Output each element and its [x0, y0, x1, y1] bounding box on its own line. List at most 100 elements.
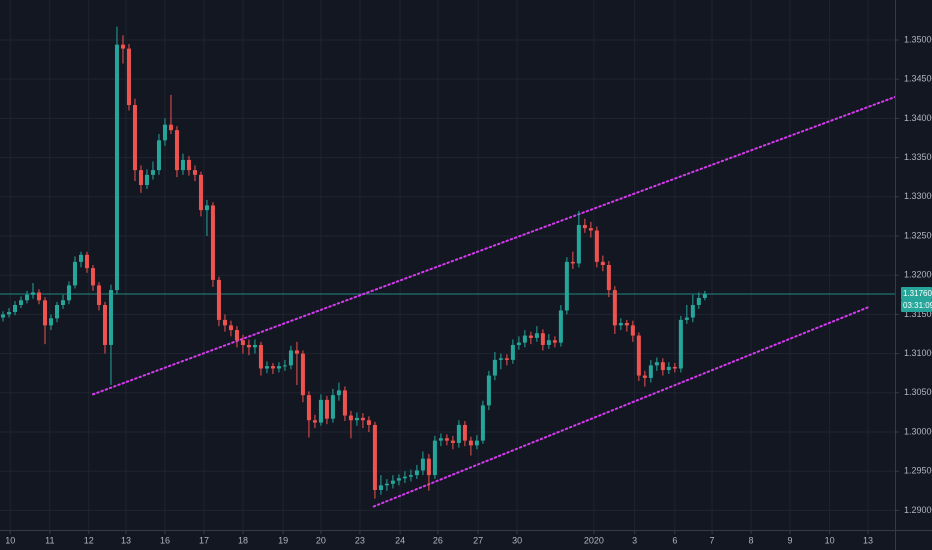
candle-body: [78, 254, 83, 262]
candle-body: [204, 205, 209, 211]
candle-body: [72, 261, 77, 286]
candle-body: [480, 405, 485, 441]
x-tick-label: 3: [632, 535, 637, 545]
candle-body: [528, 335, 533, 338]
candle-body: [636, 335, 641, 376]
candle-body: [660, 362, 665, 371]
last-price-label: 1.31760: [903, 289, 932, 298]
candle-body: [384, 483, 389, 486]
y-tick-label: 1.34500: [904, 74, 932, 84]
candle-body: [90, 268, 95, 286]
y-tick-label: 1.32500: [904, 230, 932, 240]
last-price-box: [901, 287, 932, 301]
candle-body: [264, 366, 269, 369]
candle-body: [258, 344, 263, 369]
candle-body: [120, 44, 125, 49]
candle-body: [330, 395, 335, 419]
x-tick-label: 8: [749, 535, 754, 545]
candle-body: [474, 440, 479, 446]
candle-body: [162, 124, 167, 141]
y-tick-label: 1.30000: [904, 426, 932, 436]
candle-body: [372, 424, 377, 491]
candle-body: [564, 261, 569, 311]
candle-body: [510, 344, 515, 360]
candle-body: [540, 333, 545, 345]
candle-body: [426, 458, 431, 476]
candle-body: [174, 130, 179, 171]
candle-body: [60, 300, 65, 305]
candle-body: [558, 310, 563, 343]
candle-body: [150, 170, 155, 175]
candle-body: [0, 314, 5, 318]
candle-body: [282, 365, 287, 367]
candle-body: [546, 340, 551, 345]
candle-body: [450, 440, 455, 443]
trendline: [91, 95, 895, 396]
candle-body: [246, 344, 251, 348]
candle-body: [366, 420, 371, 425]
axes: 1.29000 1.29500 1.30000 1.30500 1.31000 1.315…: [5, 34, 932, 545]
candle-body: [360, 417, 365, 421]
x-tick-label: 18: [238, 535, 248, 545]
candle-body: [414, 470, 419, 476]
y-tick-label: 1.32000: [904, 270, 932, 280]
candle-body: [522, 335, 527, 343]
candle-body: [456, 424, 461, 443]
candle-body: [132, 105, 137, 171]
candle-body: [492, 359, 497, 376]
candle-body: [552, 340, 557, 343]
candle-body: [582, 225, 587, 229]
candle-body: [702, 294, 707, 298]
y-tick-label: 1.33000: [904, 191, 932, 201]
candle-body: [270, 366, 275, 369]
candle-body: [222, 319, 227, 326]
y-tick-label: 1.29500: [904, 466, 932, 476]
candle-body: [306, 395, 311, 421]
candle-body: [354, 417, 359, 421]
candle-body: [144, 174, 149, 186]
candle-body: [462, 424, 467, 441]
candle-body: [252, 344, 257, 348]
countdown-label: 03:31:09: [903, 301, 932, 310]
candle-body: [66, 285, 71, 301]
candle-body: [24, 294, 29, 301]
x-tick-label: 13: [863, 535, 873, 545]
countdown-box: [901, 300, 932, 313]
candle-body: [504, 358, 509, 360]
candle-body: [48, 318, 53, 326]
candle-body: [240, 340, 245, 345]
candle-body: [612, 290, 617, 326]
plot-area: [0, 26, 895, 508]
candle-body: [600, 261, 605, 265]
candle-body: [54, 304, 59, 319]
candle-body: [276, 366, 281, 369]
x-tick-label: 23: [355, 535, 365, 545]
grid: [0, 0, 895, 530]
y-tick-label: 1.34000: [904, 113, 932, 123]
x-tick-label: 6: [672, 535, 677, 545]
candle-body: [342, 390, 347, 416]
candle-body: [168, 124, 173, 131]
candle-body: [36, 292, 41, 301]
candle-body: [678, 319, 683, 369]
candle-body: [336, 390, 341, 396]
candle-body: [216, 279, 221, 320]
y-tick-label: 1.30500: [904, 387, 932, 397]
candle-body: [30, 292, 35, 295]
candle-body: [324, 399, 329, 419]
candle-body: [618, 323, 623, 326]
x-tick-label: 10: [825, 535, 835, 545]
candle-body: [6, 312, 11, 315]
candle-body: [378, 485, 383, 491]
candle-body: [606, 265, 611, 291]
candle-body: [210, 205, 215, 280]
candle-body: [42, 300, 47, 326]
x-tick-label: 17: [199, 535, 209, 545]
candle-body: [576, 225, 581, 264]
x-tick-label: 13: [121, 535, 131, 545]
y-tick-label: 1.31000: [904, 348, 932, 358]
candle-body: [438, 438, 443, 441]
candle-body: [126, 48, 131, 106]
candle-body: [468, 440, 473, 446]
